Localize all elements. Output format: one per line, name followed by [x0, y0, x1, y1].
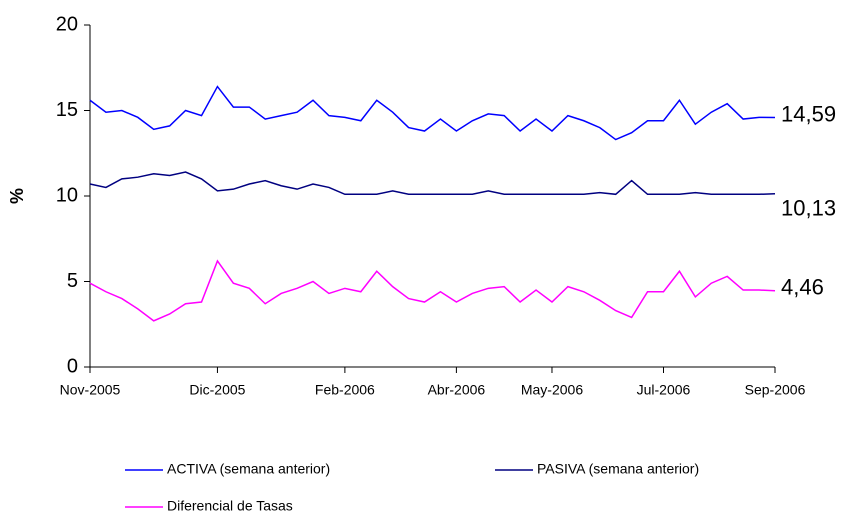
line-series: [89, 171, 776, 196]
line-series: [89, 85, 776, 141]
x-tick-label: Jul-2006: [637, 382, 691, 398]
data-label: 4,46: [781, 275, 824, 300]
x-tick-label: Nov-2005: [60, 382, 121, 398]
y-axis-label: %: [7, 188, 27, 204]
y-tick-label: 20: [56, 13, 78, 35]
x-tick-label: Feb-2006: [315, 382, 375, 398]
x-tick-label: May-2006: [521, 382, 583, 398]
legend-label: ACTIVA (semana anterior): [167, 461, 330, 477]
x-tick-label: Abr-2006: [428, 382, 486, 398]
legend-label: PASIVA (semana anterior): [537, 461, 699, 477]
x-tick-label: Sep-2006: [745, 382, 806, 398]
y-tick-label: 15: [56, 99, 78, 121]
y-tick-label: 10: [56, 184, 78, 206]
data-label: 10,13: [781, 196, 836, 221]
legend-label: Diferencial de Tasas: [167, 498, 293, 514]
data-label: 14,59: [781, 101, 836, 126]
line-series: [89, 259, 776, 322]
y-tick-label: 5: [67, 270, 78, 292]
x-tick-label: Dic-2005: [189, 382, 245, 398]
y-tick-label: 0: [67, 355, 78, 377]
